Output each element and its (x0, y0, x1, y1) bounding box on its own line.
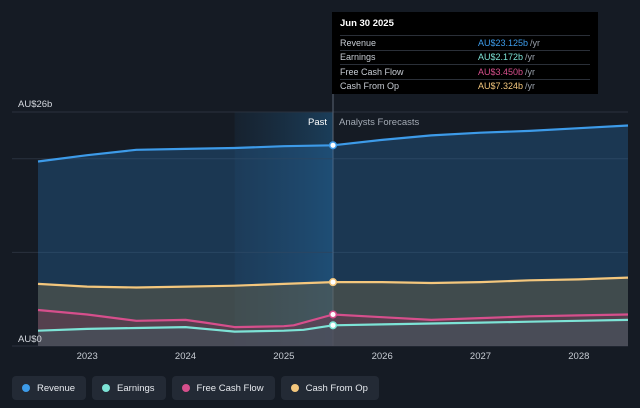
legend-dot-icon (290, 384, 299, 392)
legend-item-free-cash-flow[interactable]: Free Cash Flow (171, 376, 275, 400)
tooltip-row: Revenue AU$23.125b/yr (340, 35, 590, 50)
tooltip-row: Cash From Op AU$7.324b/yr (340, 78, 590, 94)
marker-earnings (328, 321, 338, 330)
line-earnings (37, 318, 629, 333)
legend-label: Revenue (37, 382, 76, 394)
x-tick-2025: 2025 (273, 351, 294, 362)
past-label: Past (308, 117, 327, 128)
tooltip-row-value: AU$7.324b (478, 81, 524, 92)
x-tick-2028: 2028 (568, 351, 589, 362)
legend-label: Free Cash Flow (196, 382, 264, 394)
tooltip-row: Free Cash Flow AU$3.450b/yr (340, 64, 590, 79)
tooltip-row-label: Revenue (340, 37, 377, 48)
marker-revenue (328, 141, 338, 150)
legend-dot-icon (181, 384, 190, 392)
legend-label: Cash From Op (305, 382, 368, 394)
tooltip-row-label: Cash From Op (340, 81, 400, 92)
tooltip-row-value: AU$3.450b (478, 66, 524, 77)
legend-item-revenue[interactable]: Revenue (12, 376, 87, 400)
line-free-cash-flow (37, 308, 629, 329)
x-tick-2026: 2026 (372, 351, 393, 362)
legend-item-earnings[interactable]: Earnings (92, 376, 166, 400)
tooltip-row-value: AU$2.172b (478, 52, 524, 63)
legend-item-cash-from-op[interactable]: Cash From Op (280, 376, 379, 400)
x-tick-2027: 2027 (470, 351, 491, 362)
tooltip-row-value: AU$23.125b (478, 37, 529, 48)
chart-legend: Revenue Earnings Free Cash Flow Cash From O… (12, 376, 379, 400)
legend-dot-icon (22, 384, 30, 392)
marker-cash-from-op (328, 278, 338, 287)
tooltip-row: Earnings AU$2.172b/yr (340, 49, 590, 65)
legend-dot-icon (102, 384, 111, 392)
legend-label: Earnings (117, 382, 155, 394)
tooltip-row-unit: /yr (530, 37, 541, 48)
tooltip-row-unit: /yr (525, 52, 536, 63)
tooltip-date: Jun 30 2025 (340, 18, 394, 29)
tooltip-row-unit: /yr (525, 81, 536, 92)
x-tick-2023: 2023 (77, 351, 98, 362)
tooltip-row-label: Earnings (340, 52, 376, 63)
y-axis-top-label: AU$26b (18, 99, 52, 110)
tooltip-row-label: Free Cash Flow (340, 66, 404, 77)
area-revenue (38, 125, 628, 346)
past-highlight-band (234, 112, 333, 346)
financial-chart: AU$26b AU$0 2023 2024 2025 2026 2027 2028 Past An… (12, 12, 629, 362)
marker-free-cash-flow (328, 310, 338, 319)
area-earnings (38, 319, 628, 346)
x-tick-2024: 2024 (175, 351, 196, 362)
tooltip-row-unit: /yr (525, 66, 536, 77)
hover-tooltip: Jun 30 2025 Revenue AU$23.125b/yr Earnings… (332, 12, 598, 94)
forecast-label: Analysts Forecasts (339, 117, 419, 128)
y-axis-bottom-label: AU$0 (18, 334, 42, 345)
